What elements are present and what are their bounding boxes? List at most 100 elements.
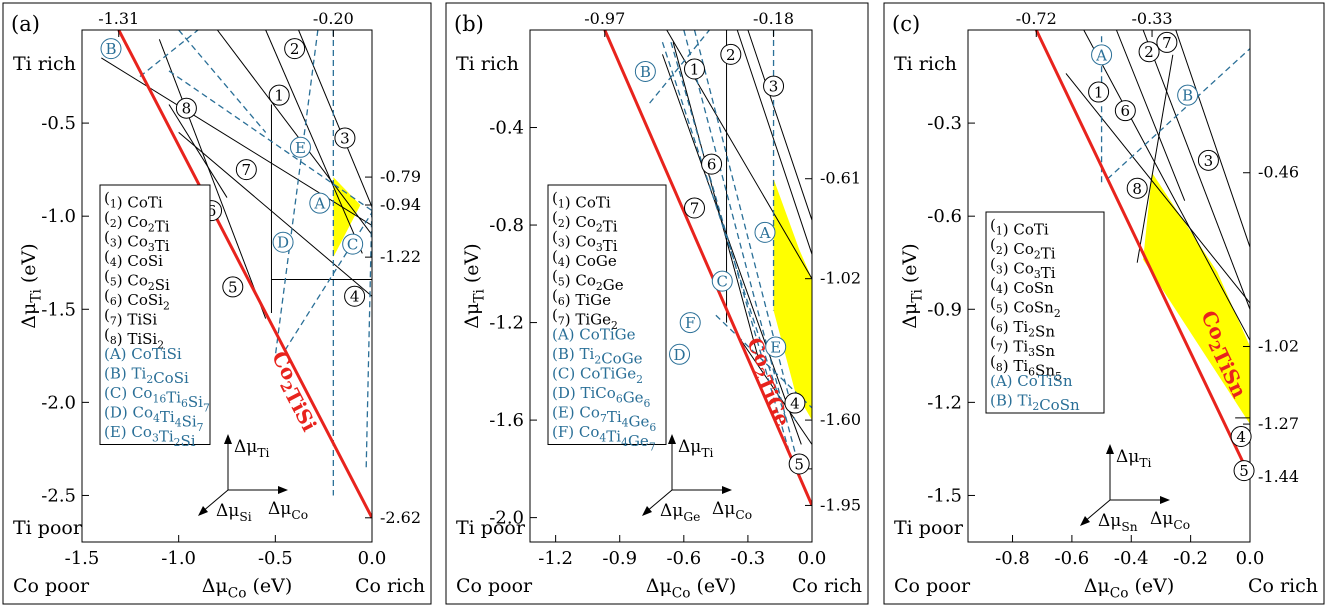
formula-part: ) Ti <box>1003 338 1029 356</box>
legend-entry: (7) Ti3Sn <box>990 333 1055 360</box>
legend-entry: (4) CoSn <box>990 275 1054 298</box>
arrowhead-diag <box>642 506 652 516</box>
formula-part: 7 <box>600 412 607 425</box>
formula-part: ( <box>552 228 558 246</box>
unit: (eV) <box>690 575 736 597</box>
boundary-line-8 <box>168 104 228 198</box>
formula-part: 2 <box>157 339 164 352</box>
plot-box <box>529 29 813 543</box>
symbol: Δμ <box>216 501 239 521</box>
marker-label-2: 2 <box>726 46 736 64</box>
formula-part: 2 <box>146 373 153 386</box>
marker-circle-F <box>679 312 701 334</box>
ti-poor-label: Ti poor <box>894 517 964 539</box>
co-rich-label: Co rich <box>355 575 425 597</box>
formula-part: ( <box>104 228 110 246</box>
compound-line <box>603 30 812 507</box>
formula-part: ( <box>990 255 996 273</box>
y-tick-label: -2.0 <box>489 508 524 529</box>
formula-part: Ti <box>159 428 174 446</box>
marker-circle-4 <box>1230 425 1252 447</box>
x-tick-label: 0.0 <box>798 548 827 569</box>
marker-circle-5 <box>1233 460 1255 482</box>
marker-circle-B <box>634 60 656 82</box>
panel-frame <box>2 2 432 605</box>
formula-part: 2 <box>596 222 603 235</box>
boundary-line-B2 <box>139 30 199 78</box>
arrowhead-right <box>1160 496 1170 504</box>
legend-entry: (4) CoGe <box>552 248 617 271</box>
formula-part: 2 <box>110 217 117 230</box>
axis-label-diag: ΔμGe <box>660 501 700 524</box>
legend-entry: (6) CoSi2 <box>104 287 170 313</box>
formula-part: Ti <box>603 218 618 236</box>
marker-circle-5 <box>788 453 810 475</box>
marker-label-3: 3 <box>769 78 779 96</box>
formula-part: ) CoGe <box>565 252 617 270</box>
right-label: -1.22 <box>380 247 421 266</box>
right-label: -1.60 <box>820 410 861 429</box>
formula-part: 3 <box>152 432 159 445</box>
boundary-line-F <box>661 41 787 421</box>
formula-part: Ti <box>160 408 175 426</box>
formula-part: Ge <box>623 389 644 407</box>
marker-circle-D <box>272 231 294 253</box>
marker-label-E: E <box>770 338 781 356</box>
subscript: Co <box>228 586 247 602</box>
co-poor-label: Co poor <box>456 575 533 597</box>
formula-part: ) Co <box>565 213 596 231</box>
legend-entry: (A) CoTiSn <box>990 372 1073 390</box>
legend-entry: (2) Co2Ti <box>990 236 1056 263</box>
legend-entry: (2) Co2Ti <box>552 209 618 236</box>
formula-part: ( <box>990 216 996 234</box>
marker-circle-1 <box>1088 81 1110 103</box>
formula-part: ( <box>990 275 996 293</box>
axis-arrow-diag <box>201 489 229 513</box>
panel-a: -1.5 -1.0 -0.5 0.0 -0.5 -1.0 -1.5 -2.0 -2.5 -1.31… <box>2 2 432 605</box>
subscript: Sn <box>1121 520 1137 534</box>
x-tick-label: -0.6 <box>1055 548 1090 569</box>
plot-box <box>967 29 1251 543</box>
formula-part: Si <box>155 276 170 294</box>
marker-circle-6 <box>1114 100 1136 122</box>
formula-part: (D) TiCo <box>552 384 616 402</box>
formula-part: 1 <box>110 198 117 211</box>
panel-tag: (b) <box>454 12 484 36</box>
subscript: Ti <box>29 289 45 303</box>
formula-part: ( <box>990 314 996 332</box>
formula-part: 1 <box>558 198 565 211</box>
marker-circle-7 <box>684 197 705 219</box>
arrowhead-right <box>278 486 288 494</box>
marker-label-6: 6 <box>207 202 217 220</box>
marker-circle-A <box>1091 44 1113 66</box>
legend-entry: (E) Co3Ti2Si <box>104 423 196 450</box>
subscript: Co <box>735 508 752 522</box>
ti-rich-label: Ti rich <box>894 53 957 75</box>
subscript: Co <box>291 508 308 522</box>
formula-part: Ti <box>1041 245 1056 263</box>
formula-part: (E) Co <box>552 404 600 422</box>
boundary-line-8 <box>1115 30 1186 201</box>
boundary-line-1 <box>1083 30 1250 341</box>
formula-part: ) TiSi <box>117 330 158 348</box>
formula-part: ) CoSn <box>1003 299 1054 317</box>
subscript: Co <box>672 586 691 602</box>
formula-part: 16 <box>152 393 166 406</box>
legend-entry: (1) CoTi <box>104 189 163 212</box>
marker-circle-3 <box>763 75 785 97</box>
marker-label-A: A <box>313 195 325 213</box>
marker-circle-7 <box>1156 31 1178 53</box>
formula-part: Ge <box>628 432 649 450</box>
marker-label-2: 2 <box>290 40 300 58</box>
right-label: -0.94 <box>380 195 421 214</box>
formula-part: ) Co <box>117 213 148 231</box>
formula-part: ) CoSi <box>117 252 163 270</box>
formula-part: 5 <box>996 303 1003 316</box>
co-rich-label: Co rich <box>792 575 862 597</box>
formula-part: Ge <box>629 413 650 431</box>
formula-part: 7 <box>649 441 656 454</box>
top-label: -0.33 <box>1132 9 1173 28</box>
legend-entry: (C) Co16Ti6Si7 <box>104 384 210 415</box>
right-label: -1.02 <box>1258 337 1299 356</box>
formula-part: 6 <box>996 322 1003 335</box>
